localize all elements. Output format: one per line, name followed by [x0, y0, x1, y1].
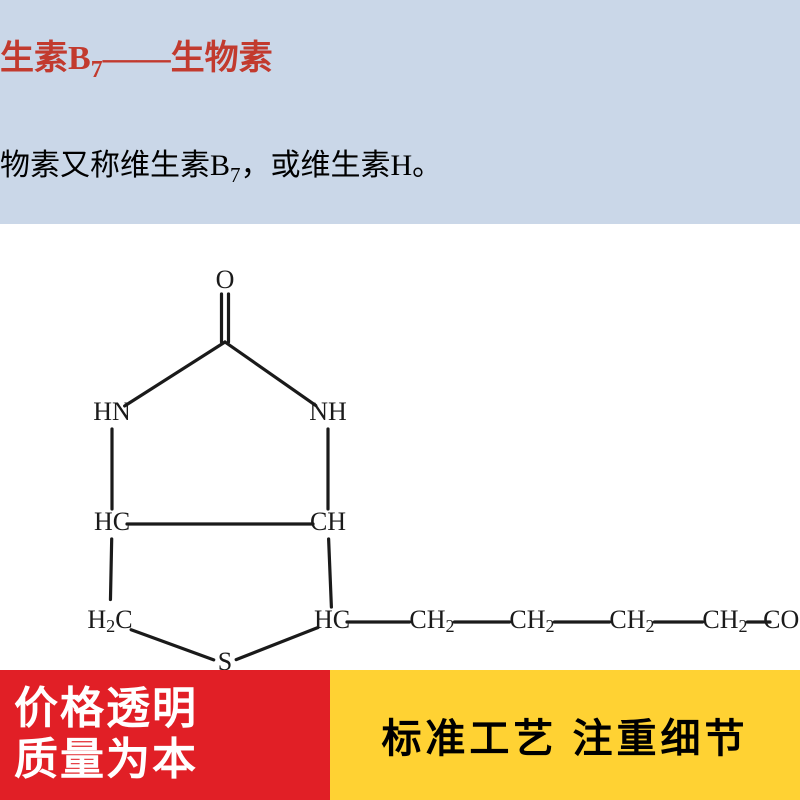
page-title: 生素B7——生物素 — [0, 30, 273, 84]
atom-HC2: HC — [314, 605, 350, 634]
body-suffix: ，或维生素H。 — [241, 149, 443, 182]
title-dash: —— — [103, 40, 171, 77]
atom-CH2c: CH2 — [609, 605, 654, 636]
body-subscript: 7 — [230, 163, 241, 187]
title-prefix: 生素B — [0, 40, 91, 77]
atom-NH_R: NH — [309, 397, 347, 426]
atom-H2C: H2C — [87, 605, 132, 636]
body-text: 物素又称维生素B7，或维生素H。 — [0, 140, 442, 188]
atom-CH2a: CH2 — [409, 605, 454, 636]
title-subscript: 7 — [91, 57, 103, 83]
title-suffix: 生物素 — [171, 40, 273, 77]
promo-yellow-text: 标准工艺 注重细节 — [381, 706, 748, 764]
atom-O: O — [216, 265, 235, 294]
atom-HC_L: HC — [94, 507, 130, 536]
atom-CH2d: CH2 — [702, 605, 747, 636]
promo-line1: 价格透明 — [14, 684, 198, 735]
atom-CH2b: CH2 — [509, 605, 554, 636]
promo-yellow: 标准工艺 注重细节 — [330, 670, 800, 800]
biotin-structure-diagram: O HN NH HC CH H2C HC S CH2 CH2 CH2 CH2 COOH — [0, 224, 800, 670]
atom-S: S — [218, 647, 232, 670]
content-area: 生素B7——生物素 物素又称维生素B7，或维生素H。 OHNNHHCCHH2CH… — [0, 0, 800, 670]
body-prefix: 物素又称维生素B — [0, 149, 230, 182]
atom-CH_R: CH — [310, 507, 346, 536]
promo-line2: 质量为本 — [14, 735, 198, 786]
atom-HN_L: HN — [93, 397, 131, 426]
atom-COOH: COOH — [763, 605, 800, 634]
promo-bar: 价格透明 质量为本 标准工艺 注重细节 — [0, 670, 800, 800]
promo-left: 价格透明 质量为本 — [0, 670, 198, 800]
